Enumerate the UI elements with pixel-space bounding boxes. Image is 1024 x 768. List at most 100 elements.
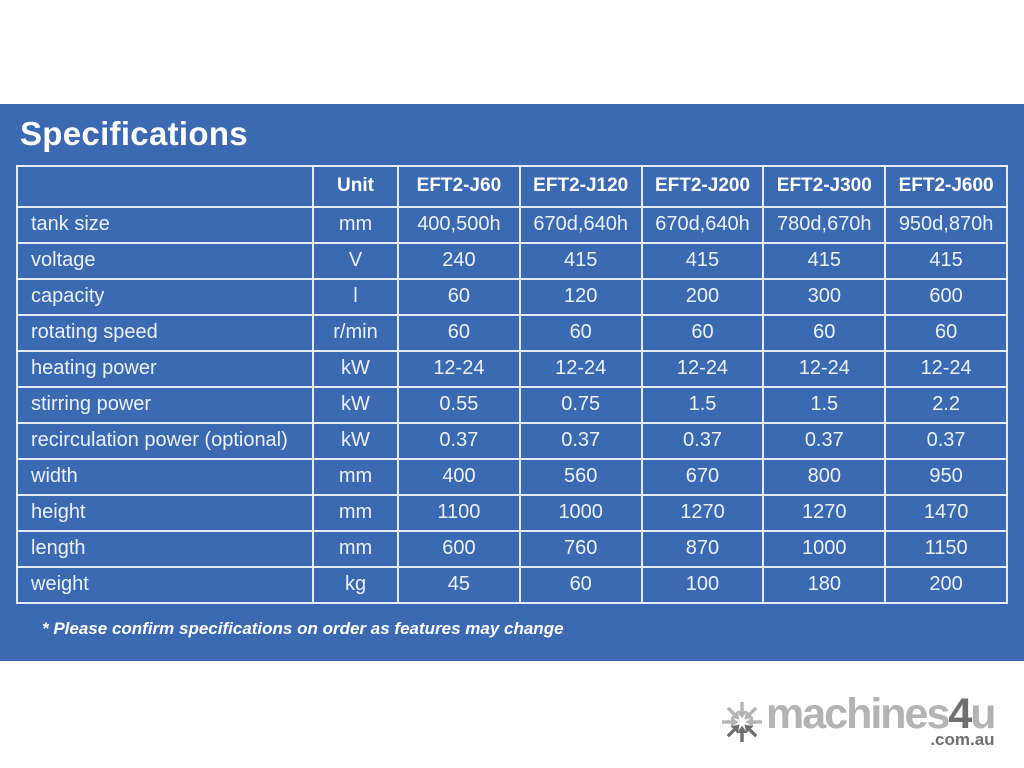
- row-value: 60: [640, 313, 765, 352]
- snowflake-arrows-icon: [722, 702, 762, 742]
- row-value: 415: [640, 241, 765, 280]
- footnote: * Please confirm specifications on order…: [42, 618, 564, 638]
- row-label: width: [16, 457, 314, 496]
- row-unit: kW: [312, 349, 399, 388]
- row-label: voltage: [16, 241, 314, 280]
- row-label: height: [16, 493, 314, 532]
- table-row: capacity l 60 120 200 300 600: [16, 277, 1008, 316]
- row-value: 120: [518, 277, 643, 316]
- row-value: 0.37: [640, 421, 765, 460]
- column-header-blank: [16, 164, 314, 208]
- table-header-row: Unit EFT2-J60 EFT2-J120 EFT2-J200 EFT2-J…: [16, 164, 1008, 208]
- page-title: Specifications: [20, 115, 248, 152]
- table-row: length mm 600 760 870 1000 1150: [16, 529, 1008, 568]
- table-row: rotating speed r/min 60 60 60 60 60: [16, 313, 1008, 352]
- row-value: 670d,640h: [640, 205, 765, 244]
- row-value: 670d,640h: [518, 205, 643, 244]
- row-value: 1.5: [762, 385, 887, 424]
- row-value: 0.37: [762, 421, 887, 460]
- row-value: 600: [397, 529, 521, 568]
- logo-domain: .com.au: [930, 729, 995, 749]
- row-value: 415: [518, 241, 643, 280]
- row-label: recirculation power (optional): [16, 421, 314, 460]
- row-value: 1000: [518, 493, 643, 532]
- row-value: 200: [884, 565, 1008, 604]
- row-value: 60: [518, 313, 643, 352]
- row-value: 600: [884, 277, 1008, 316]
- row-value: 1.5: [640, 385, 765, 424]
- row-unit: mm: [312, 205, 399, 244]
- row-value: 950d,870h: [884, 205, 1008, 244]
- row-value: 240: [397, 241, 521, 280]
- column-header-model-2: EFT2-J120: [518, 164, 643, 208]
- row-value: 12-24: [884, 349, 1008, 388]
- table-row: width mm 400 560 670 800 950: [16, 457, 1008, 496]
- row-value: 12-24: [518, 349, 643, 388]
- row-value: 1150: [884, 529, 1008, 568]
- logo-wordmark: machines4u: [766, 693, 997, 736]
- table-row: heating power kW 12-24 12-24 12-24 12-24 12-24: [16, 349, 1008, 388]
- row-value: 0.37: [397, 421, 521, 460]
- row-value: 180: [762, 565, 887, 604]
- row-unit: mm: [312, 529, 399, 568]
- row-value: 12-24: [762, 349, 887, 388]
- row-value: 2.2: [884, 385, 1008, 424]
- row-value: 0.37: [884, 421, 1008, 460]
- table-row: tank size mm 400,500h 670d,640h 670d,640h 780…: [16, 205, 1008, 244]
- logo-wordmark-accent: 4: [948, 690, 972, 738]
- column-header-model-3: EFT2-J200: [640, 164, 765, 208]
- row-unit: kW: [312, 385, 399, 424]
- table-row: weight kg 45 60 100 180 200: [16, 565, 1008, 604]
- row-value: 560: [518, 457, 643, 496]
- row-value: 12-24: [640, 349, 765, 388]
- row-value: 60: [397, 277, 521, 316]
- row-unit: mm: [312, 457, 399, 496]
- row-value: 60: [397, 313, 521, 352]
- table-row: stirring power kW 0.55 0.75 1.5 1.5 2.2: [16, 385, 1008, 424]
- row-value: 45: [397, 565, 521, 604]
- row-value: 415: [884, 241, 1008, 280]
- row-value: 415: [762, 241, 887, 280]
- row-label: tank size: [16, 205, 314, 244]
- row-value: 300: [762, 277, 887, 316]
- row-unit: kg: [312, 565, 399, 604]
- row-value: 1270: [640, 493, 765, 532]
- row-unit: r/min: [312, 313, 399, 352]
- row-value: 1270: [762, 493, 887, 532]
- row-value: 12-24: [397, 349, 521, 388]
- row-label: stirring power: [16, 385, 314, 424]
- table-row: recirculation power (optional) kW 0.37 0.37…: [16, 421, 1008, 460]
- row-unit: V: [312, 241, 399, 280]
- row-value: 0.55: [397, 385, 521, 424]
- row-value: 400,500h: [397, 205, 521, 244]
- logo-wordmark-tail: u: [970, 690, 996, 738]
- specifications-table: Unit EFT2-J60 EFT2-J120 EFT2-J200 EFT2-J…: [16, 164, 1008, 604]
- row-label: length: [16, 529, 314, 568]
- specifications-panel: Specifications Unit EFT2-J60 EFT2-J120 E…: [0, 104, 1024, 661]
- table-row: voltage V 240 415 415 415 415: [16, 241, 1008, 280]
- column-header-model-4: EFT2-J300: [762, 164, 887, 208]
- row-label: capacity: [16, 277, 314, 316]
- logo-text-block: machines4u .com.au: [766, 693, 997, 749]
- row-label: heating power: [16, 349, 314, 388]
- row-value: 780d,670h: [762, 205, 887, 244]
- row-value: 870: [640, 529, 765, 568]
- row-value: 760: [518, 529, 643, 568]
- row-label: rotating speed: [16, 313, 314, 352]
- table-row: height mm 1100 1000 1270 1270 1470: [16, 493, 1008, 532]
- row-value: 60: [884, 313, 1008, 352]
- row-label: weight: [16, 565, 314, 604]
- row-value: 1470: [884, 493, 1008, 532]
- row-value: 100: [640, 565, 765, 604]
- logo-wordmark-light: machines: [766, 690, 950, 738]
- row-value: 1000: [762, 529, 887, 568]
- spec-table-body: tank size mm 400,500h 670d,640h 670d,640h 780…: [16, 205, 1008, 604]
- row-unit: mm: [312, 493, 399, 532]
- column-header-model-1: EFT2-J60: [397, 164, 521, 208]
- row-value: 950: [884, 457, 1008, 496]
- row-value: 60: [762, 313, 887, 352]
- row-value: 0.37: [518, 421, 643, 460]
- row-value: 800: [762, 457, 887, 496]
- machines4u-logo: machines4u .com.au: [720, 693, 997, 749]
- row-value: 1100: [397, 493, 521, 532]
